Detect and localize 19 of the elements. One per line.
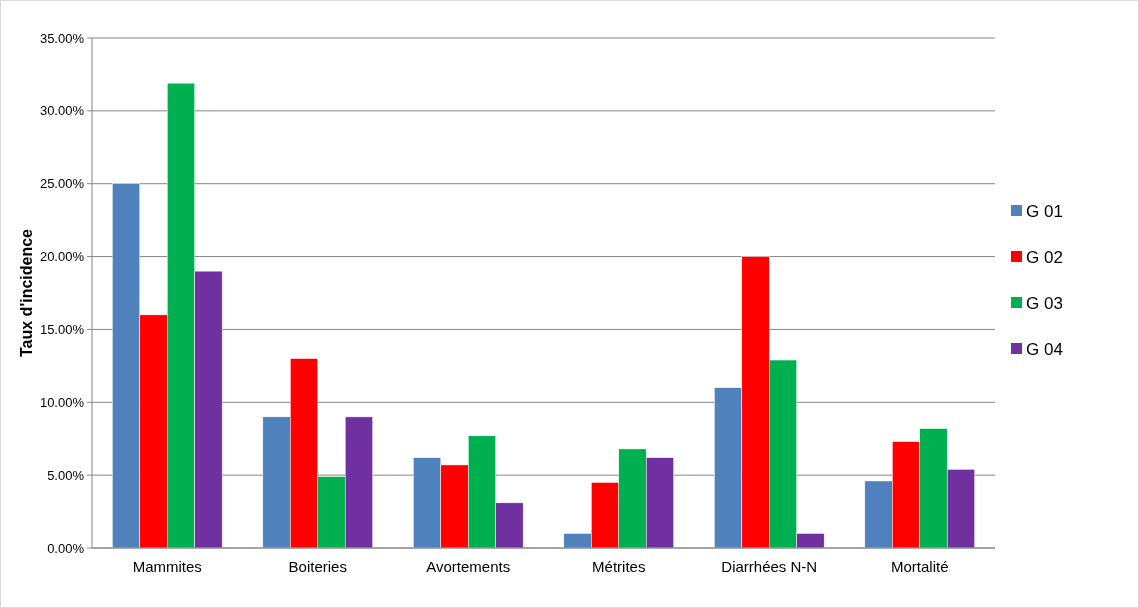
y-tick-label: 10.00% [39,394,85,410]
legend-label: G 04 [1026,339,1063,359]
x-tick-label: Boiteries [288,558,347,575]
x-tick-label: Diarrhées N-N [721,558,818,575]
legend-label: G 03 [1026,293,1063,313]
x-tick-label: Avortements [426,558,511,575]
x-tick-label: Mammites [132,558,202,575]
y-tick-label: 20.00% [39,249,85,265]
x-tick-label: Métrites [592,558,646,575]
y-tick-label: 25.00% [39,176,85,192]
y-tick-label: 30.00% [39,103,85,119]
y-tick-label: 35.00% [39,30,85,46]
y-tick-label: 5.00% [47,467,85,483]
x-tick-label: Mortalité [890,558,949,575]
legend-label: G 02 [1026,247,1063,267]
y-tick-label: 0.00% [47,540,85,556]
y-tick-label: 15.00% [39,321,85,337]
y-axis-title: Taux d'incidence [18,228,35,357]
legend-label: G 01 [1026,201,1063,221]
